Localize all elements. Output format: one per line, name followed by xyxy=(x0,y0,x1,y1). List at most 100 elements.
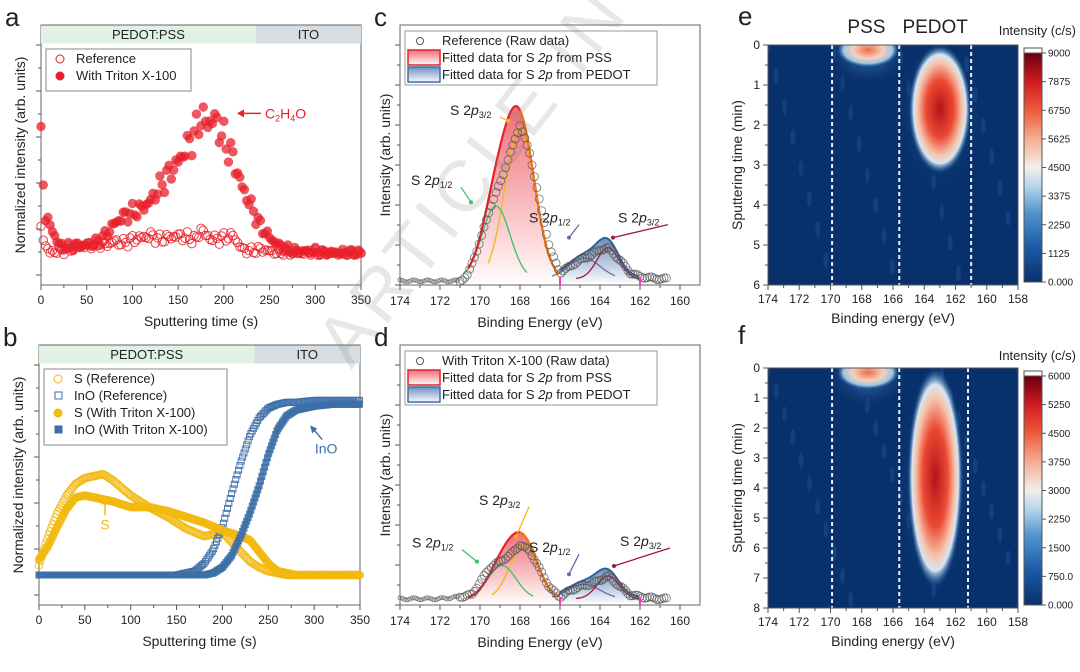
data-point xyxy=(196,223,206,234)
noise-streak xyxy=(773,67,779,84)
raw-data-point xyxy=(484,208,494,218)
data-point xyxy=(240,449,248,457)
region-label: PEDOT:PSS xyxy=(112,27,185,42)
raw-data-point xyxy=(435,278,441,284)
x-tick-label: 172 xyxy=(430,294,450,308)
x-tick-label: 168 xyxy=(510,614,530,628)
x-tick-label: 300 xyxy=(305,293,325,307)
peak-arrow xyxy=(568,224,580,239)
peak-arrowhead xyxy=(469,200,473,205)
x-tick-label: 150 xyxy=(168,293,188,307)
data-point xyxy=(198,102,208,112)
raw-data-point xyxy=(416,597,422,603)
raw-data-point xyxy=(467,258,477,268)
raw-data-point xyxy=(580,253,590,263)
raw-data-point xyxy=(534,562,544,572)
raw-data-point xyxy=(486,563,496,573)
hotspot-pedot xyxy=(908,45,971,173)
data-point xyxy=(230,235,240,245)
region-label: ITO xyxy=(298,27,319,42)
data-point xyxy=(228,230,238,241)
data-point xyxy=(239,453,247,461)
legend: Reference (Raw data) Fitted data for S 2p… xyxy=(404,30,658,86)
y-tick-label: 8 xyxy=(753,601,760,615)
raw-data-point xyxy=(621,586,631,595)
x-axis-label: Binding Energy (eV) xyxy=(477,634,602,650)
y-tick-label: 7 xyxy=(753,571,760,585)
raw-data-point xyxy=(537,206,547,216)
data-point xyxy=(184,133,195,144)
raw-data-point xyxy=(479,570,489,580)
panel-letter: e xyxy=(738,1,752,31)
raw-data-point xyxy=(438,277,444,283)
raw-data-point xyxy=(633,270,643,280)
region-band xyxy=(39,345,255,364)
raw-data-point xyxy=(661,593,671,603)
raw-data-point xyxy=(438,595,444,601)
noise-streak xyxy=(773,383,779,400)
noise-streak xyxy=(768,45,771,53)
raw-data-point xyxy=(423,277,429,283)
data-point xyxy=(229,485,237,493)
legend-swatch-pss xyxy=(407,49,441,66)
annotation-arrowhead xyxy=(237,109,244,118)
raw-data-point xyxy=(465,264,475,274)
legend-marker xyxy=(416,37,424,45)
data-point xyxy=(234,466,242,474)
data-point xyxy=(178,235,188,246)
data-point xyxy=(159,187,170,198)
x-tick-label: 160 xyxy=(977,292,997,306)
raw-data-point xyxy=(503,551,513,561)
series-with-triton-x-100 xyxy=(36,102,366,260)
raw-data-point xyxy=(433,279,439,285)
colorbar-tick-label: 1500 xyxy=(1048,543,1071,554)
raw-data-point xyxy=(407,596,413,602)
legend-box xyxy=(404,350,658,406)
raw-data-point xyxy=(419,597,425,603)
peak-arrowhead xyxy=(567,572,571,577)
raw-data-point xyxy=(623,589,633,599)
panel-letter: d xyxy=(374,322,388,352)
noise-streak xyxy=(997,179,1003,196)
data-point xyxy=(36,121,46,132)
noise-streak xyxy=(848,105,854,121)
data-point xyxy=(180,233,190,243)
panel-letter: b xyxy=(3,322,17,352)
noise-streak xyxy=(798,452,804,469)
legend-box xyxy=(45,48,192,92)
raw-data-point xyxy=(609,249,619,259)
x-tick-label: 160 xyxy=(977,615,997,629)
legend-label: InO (With Triton X-100) xyxy=(74,422,208,437)
raw-data-point xyxy=(592,576,602,586)
data-point xyxy=(356,400,364,408)
data-point xyxy=(164,231,174,242)
data-point xyxy=(242,249,252,259)
data-point xyxy=(252,561,261,570)
data-point xyxy=(116,240,126,250)
colorbar-tick-label: 5250 xyxy=(1048,400,1071,411)
noise-streak xyxy=(782,406,788,423)
data-point xyxy=(166,234,176,244)
annotation-label: InO xyxy=(315,441,338,457)
noise-streak xyxy=(823,252,829,269)
data-point xyxy=(244,437,252,445)
data-point xyxy=(237,457,245,465)
x-tick-label: 162 xyxy=(945,615,965,629)
data-point xyxy=(36,221,46,232)
colorbar-tick-label: 4500 xyxy=(1048,429,1071,440)
x-tick-label: 170 xyxy=(820,615,840,629)
data-point xyxy=(251,248,261,259)
peak-arrow xyxy=(612,224,669,239)
data-point xyxy=(228,147,238,157)
raw-data-point xyxy=(659,593,669,603)
x-axis-label: Binding energy (eV) xyxy=(831,310,955,326)
legend-marker xyxy=(54,425,63,434)
panel-b: b PEDOT:PSS ITO S (Reference) InO (Reference… xyxy=(3,322,370,649)
x-tick-label: 170 xyxy=(470,294,490,308)
legend: S (Reference) InO (Reference) S (With Trit… xyxy=(43,368,228,446)
data-point xyxy=(136,232,147,243)
raw-data-point xyxy=(397,277,403,283)
legend-marker xyxy=(53,408,63,418)
